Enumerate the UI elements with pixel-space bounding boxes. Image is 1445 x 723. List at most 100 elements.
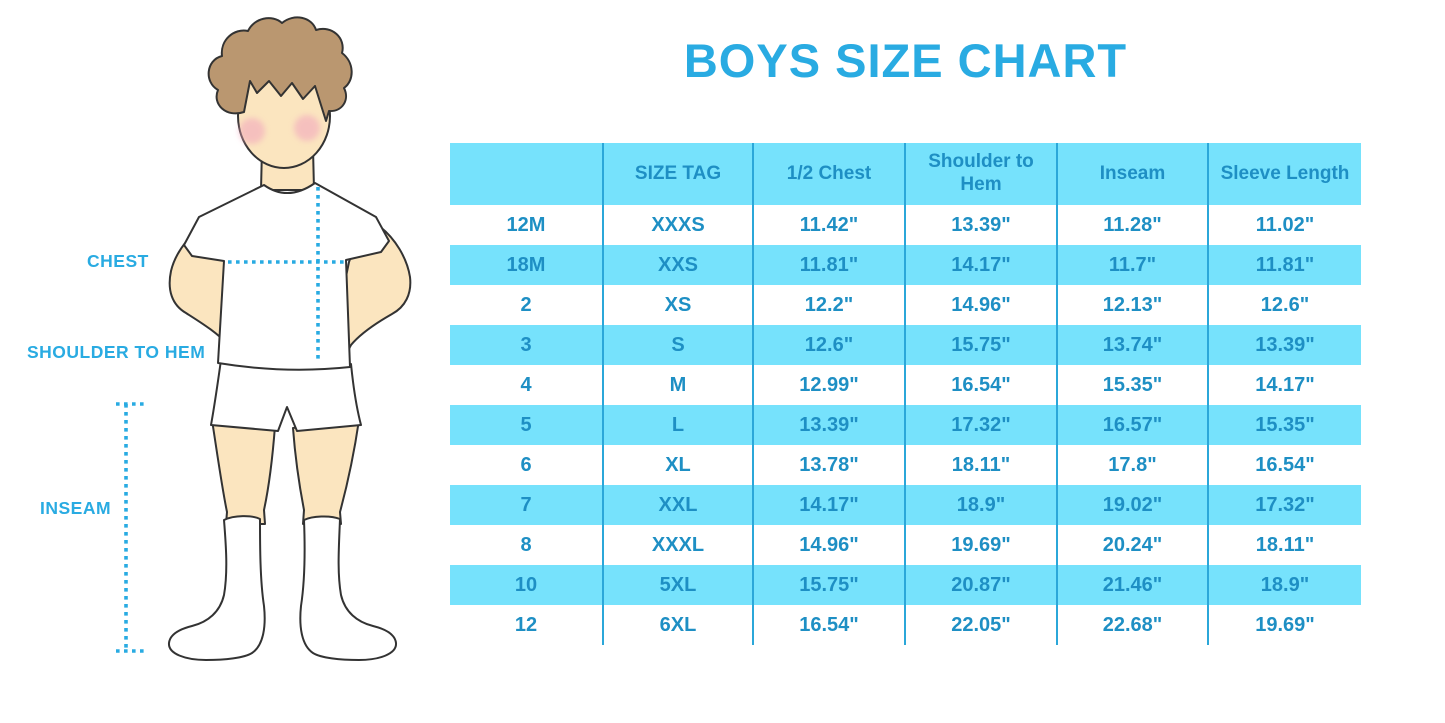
table-cell: XXS (603, 245, 754, 285)
table-row: 7 XXL 14.17" 18.9" 19.02" 17.32" (450, 485, 1361, 525)
measurement-guides (116, 187, 347, 653)
row-size-label: 12 (450, 605, 604, 645)
table-cell: 16.54" (1255, 453, 1315, 476)
row-size-label: 6 (450, 445, 604, 485)
table-cell: 19.02" (1057, 485, 1209, 525)
row-size-label: 12M (450, 205, 604, 245)
column-header: Sleeve Length (1208, 143, 1361, 205)
right-sock (299, 515, 397, 661)
table-cell: 15.35" (1208, 405, 1361, 445)
column-header: SIZE TAG (603, 143, 754, 205)
table-row: 2 XS 12.2" 14.96" 12.13" 12.6" (450, 285, 1361, 325)
table-cell: XXXS (603, 205, 754, 245)
table-cell: 11.42" (753, 205, 906, 245)
table-cell: 12.99" (753, 365, 906, 405)
left-leg (211, 419, 276, 525)
boy-measurement-illustration (116, 16, 412, 661)
row-size-label: 4 (450, 365, 604, 405)
table-cell: 16.54" (753, 605, 906, 645)
table-row: 4 M 12.99" 16.54" 15.35" 14.17" (450, 365, 1361, 405)
table-cell: 20.87" (905, 565, 1058, 605)
table-cell: 11.81" (1208, 245, 1361, 285)
table-cell: 12.6" (1260, 293, 1310, 316)
table-cell: 11.7" (1057, 245, 1209, 285)
column-header (450, 143, 604, 205)
table-row: 3 S 12.6" 15.75" 13.74" 13.39" (450, 325, 1361, 365)
table-row: 6 XL 13.78" 18.11" 17.8" 16.54" (450, 445, 1361, 485)
right-cheek (294, 115, 320, 141)
table-cell: 13.74" (1057, 325, 1209, 365)
left-sock (168, 515, 266, 661)
table-cell: 14.96" (905, 285, 1058, 325)
table-cell: L (603, 405, 754, 445)
row-size-label: 8 (450, 525, 604, 565)
row-size-label: 3 (450, 325, 604, 365)
table-cell: 12.2" (753, 285, 906, 325)
row-size-label: 5 (450, 405, 604, 445)
hair (207, 16, 353, 122)
table-cell: 11.02" (1255, 213, 1315, 236)
table-cell: 19.69" (1255, 613, 1315, 636)
table-cell: 17.32" (1208, 485, 1361, 525)
table-cell: 15.75" (753, 565, 906, 605)
table-cell: 17.32" (905, 405, 1058, 445)
table-cell: 15.75" (905, 325, 1058, 365)
table-cell: 16.57" (1057, 405, 1209, 445)
column-header: Shoulder to Hem (905, 143, 1058, 205)
row-size-label: 2 (450, 285, 604, 325)
row-size-label: 7 (450, 485, 604, 525)
table-cell: 18.9" (905, 485, 1058, 525)
row-size-label: 18M (450, 245, 604, 285)
table-row: 18M XXS 11.81" 14.17" 11.7" 11.81" (450, 245, 1361, 285)
table-cell: 14.17" (905, 245, 1058, 285)
left-cheek (239, 118, 265, 144)
table-cell: 12.6" (753, 325, 906, 365)
table-cell: S (603, 325, 754, 365)
table-cell: 11.28" (1057, 205, 1209, 245)
right-arm (341, 225, 412, 359)
column-header: Inseam (1057, 143, 1209, 205)
table-cell: 22.05" (905, 605, 1058, 645)
table-cell: 15.35" (1057, 365, 1209, 405)
table-cell: 12.13" (1057, 285, 1209, 325)
table-cell: 22.68" (1057, 605, 1209, 645)
table-cell: 18.11" (1255, 533, 1315, 556)
table-cell: 18.9" (1208, 565, 1361, 605)
t-shirt (183, 182, 390, 371)
table-row: 10 5XL 15.75" 20.87" 21.46" 18.9" (450, 565, 1361, 605)
table-cell: 13.39" (905, 205, 1058, 245)
chest-label: CHEST (87, 251, 149, 271)
boy-figure (168, 16, 412, 661)
table-cell: 17.8" (1057, 445, 1209, 485)
table-header-row: SIZE TAG 1/2 Chest Shoulder to Hem Inseam Sl… (450, 143, 1361, 205)
table-cell: 19.69" (905, 525, 1058, 565)
table-cell: 16.54" (905, 365, 1058, 405)
table-cell: 13.39" (753, 405, 906, 445)
table-cell: 11.81" (753, 245, 906, 285)
table-cell: 13.39" (1208, 325, 1361, 365)
table-row: 8 XXXL 14.96" 19.69" 20.24" 18.11" (450, 525, 1361, 565)
table-cell: XXXL (603, 525, 754, 565)
table-row: 12M XXXS 11.42" 13.39" 11.28" 11.02" (450, 205, 1361, 245)
table-row: 5 L 13.39" 17.32" 16.57" 15.35" (450, 405, 1361, 445)
table-cell: 14.96" (753, 525, 906, 565)
inseam-label: INSEAM (40, 498, 112, 518)
table-cell: XL (603, 445, 754, 485)
table-cell: 21.46" (1057, 565, 1209, 605)
page-title: BOYS SIZE CHART (683, 34, 1128, 87)
table-cell: 13.78" (753, 445, 906, 485)
row-size-label: 10 (450, 565, 604, 605)
shorts (210, 359, 362, 432)
table-cell: XS (603, 285, 754, 325)
table-cell: 14.17" (1255, 373, 1315, 396)
table-row: 12 6XL 16.54" 22.05" 22.68" 19.69" (450, 605, 1361, 645)
size-table: SIZE TAG 1/2 Chest Shoulder to Hem Inseam Sl… (450, 143, 1361, 645)
table-cell: 14.17" (753, 485, 906, 525)
shoulder-to-hem-label: SHOULDER TO HEM (27, 342, 206, 362)
table-cell: 5XL (603, 565, 754, 605)
table-cell: 20.24" (1057, 525, 1209, 565)
right-leg (292, 419, 360, 525)
table-cell: 6XL (603, 605, 754, 645)
table-cell: M (603, 365, 754, 405)
column-header: 1/2 Chest (753, 143, 906, 205)
